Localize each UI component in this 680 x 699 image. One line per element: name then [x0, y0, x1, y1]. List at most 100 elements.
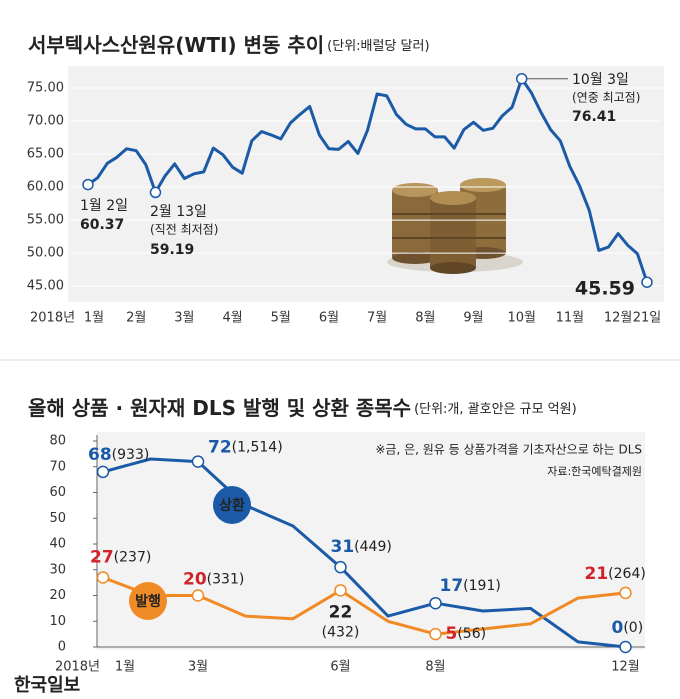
annotation-value: 59.19	[150, 242, 194, 258]
y-tick-label: 10	[49, 614, 66, 629]
point-marker	[191, 589, 205, 602]
x-tick-label: 10월	[507, 311, 536, 326]
annotation: 1월 2일	[80, 198, 128, 214]
value: 68	[88, 445, 112, 465]
x-tick-label: 4월	[222, 311, 242, 326]
x-tick-label: 3월	[188, 660, 208, 675]
note: ※금, 은, 원유 등 상품가격을 기초자산으로 하는 DLS	[375, 443, 642, 457]
point-marker	[96, 571, 110, 584]
x-tick-label: 21일	[633, 311, 662, 326]
point-marker	[191, 455, 205, 468]
x-tick-label: 9월	[463, 311, 483, 326]
annotation: 10월 3일	[572, 72, 629, 88]
y-tick-label: 45.00	[27, 279, 64, 294]
value: 21	[585, 564, 609, 584]
y-tick-label: 20	[49, 588, 66, 603]
subtitle: (단위:배럴당 달러)	[327, 39, 429, 54]
x-tick-label: 7월	[367, 311, 387, 326]
amount-label: (432)	[322, 624, 360, 640]
data-line	[87, 77, 649, 283]
point-marker	[429, 596, 442, 610]
value-label: 20(331)	[183, 570, 244, 590]
value-label: 68(933)	[88, 445, 149, 465]
plot-panel	[68, 66, 664, 302]
watermark: 한국일보	[14, 675, 80, 696]
amount: (331)	[207, 572, 245, 588]
value-label: 5(56)	[446, 624, 487, 644]
value: 20	[183, 570, 207, 590]
y-tick-label: 50.00	[27, 246, 64, 261]
point-marker	[429, 627, 442, 641]
annotation-value: 76.41	[572, 109, 616, 125]
title: 서부텍사스산원유(WTI) 변동 추이	[28, 33, 324, 57]
annotation: (연중 최고점)	[572, 91, 640, 105]
point-marker	[334, 584, 347, 597]
amount: (237)	[114, 549, 152, 565]
value: 31	[331, 537, 355, 557]
value-label: 21(264)	[585, 564, 646, 584]
value: 0	[612, 618, 624, 638]
x-tick-label: 11월	[556, 311, 585, 326]
y-tick-label: 80	[49, 434, 66, 449]
value-label: 27(237)	[90, 547, 151, 567]
chart-title: 올해 상품 · 원자재 DLS 발행 및 상환 종목수 (단위:개, 괄호안은 규…	[28, 396, 577, 420]
amount: (0)	[623, 620, 643, 636]
value-label: 22	[329, 602, 353, 622]
amount: (56)	[457, 626, 486, 642]
y-tick-label: 75.00	[27, 81, 64, 96]
point-marker	[96, 465, 110, 479]
barrels	[387, 178, 523, 274]
amount: (264)	[608, 566, 646, 582]
value: 72	[208, 438, 232, 458]
x-axis-label: 2018년	[55, 660, 100, 675]
y-tick-label: 70	[49, 459, 66, 474]
point-marker	[619, 586, 632, 600]
annotation-value: 45.59	[575, 278, 635, 300]
highlight-marker	[149, 186, 162, 199]
x-tick-label: 8월	[425, 660, 445, 675]
series-badge	[213, 486, 251, 524]
x-axis-label: 2018년	[30, 311, 75, 326]
plot-panel	[97, 432, 645, 650]
y-tick-label: 60.00	[27, 180, 64, 195]
y-tick-label: 55.00	[27, 213, 64, 228]
y-tick-label: 70.00	[27, 114, 64, 129]
y-tick-label: 30	[49, 562, 66, 577]
amount: (933)	[112, 447, 150, 463]
data-line	[102, 457, 626, 649]
x-tick-label: 12월	[611, 660, 640, 675]
y-tick-label: 40	[49, 537, 66, 552]
amount: (449)	[354, 539, 392, 555]
value-label: 0(0)	[612, 618, 644, 638]
point-marker	[619, 640, 632, 654]
y-tick-label: 60	[49, 485, 66, 500]
x-tick-label: 6월	[330, 660, 350, 675]
value-label: 31(449)	[331, 537, 392, 557]
highlight-marker	[641, 276, 653, 288]
x-tick-label: 2월	[126, 311, 146, 326]
annotation: (직전 최저점)	[150, 223, 218, 237]
y-tick-label: 50	[49, 511, 66, 526]
series-name: 발행	[135, 593, 161, 610]
value: 17	[440, 576, 464, 596]
series-name: 상환	[219, 497, 245, 514]
series-badge	[129, 582, 167, 620]
subtitle: (단위:개, 괄호안은 규모 억원)	[414, 402, 577, 417]
annotation-value: 60.37	[80, 217, 124, 233]
x-tick-label: 1월	[84, 311, 104, 326]
x-tick-label: 6월	[319, 311, 339, 326]
value-label: 72(1,514)	[208, 438, 283, 458]
x-tick-label: 3월	[174, 311, 194, 326]
y-tick-label: 65.00	[27, 147, 64, 162]
highlight-marker	[82, 178, 94, 191]
amount: (191)	[463, 578, 501, 594]
y-tick-label: 0	[58, 640, 66, 655]
x-tick-label: 1월	[115, 660, 135, 675]
source: 자료:한국예탁결제원	[547, 465, 642, 478]
highlight-marker	[515, 72, 528, 85]
chart-title: 서부텍사스산원유(WTI) 변동 추이 (단위:배럴당 달러)	[28, 33, 430, 57]
x-tick-label: 12월	[604, 311, 633, 326]
value: 5	[446, 624, 458, 644]
data-line	[102, 576, 626, 636]
